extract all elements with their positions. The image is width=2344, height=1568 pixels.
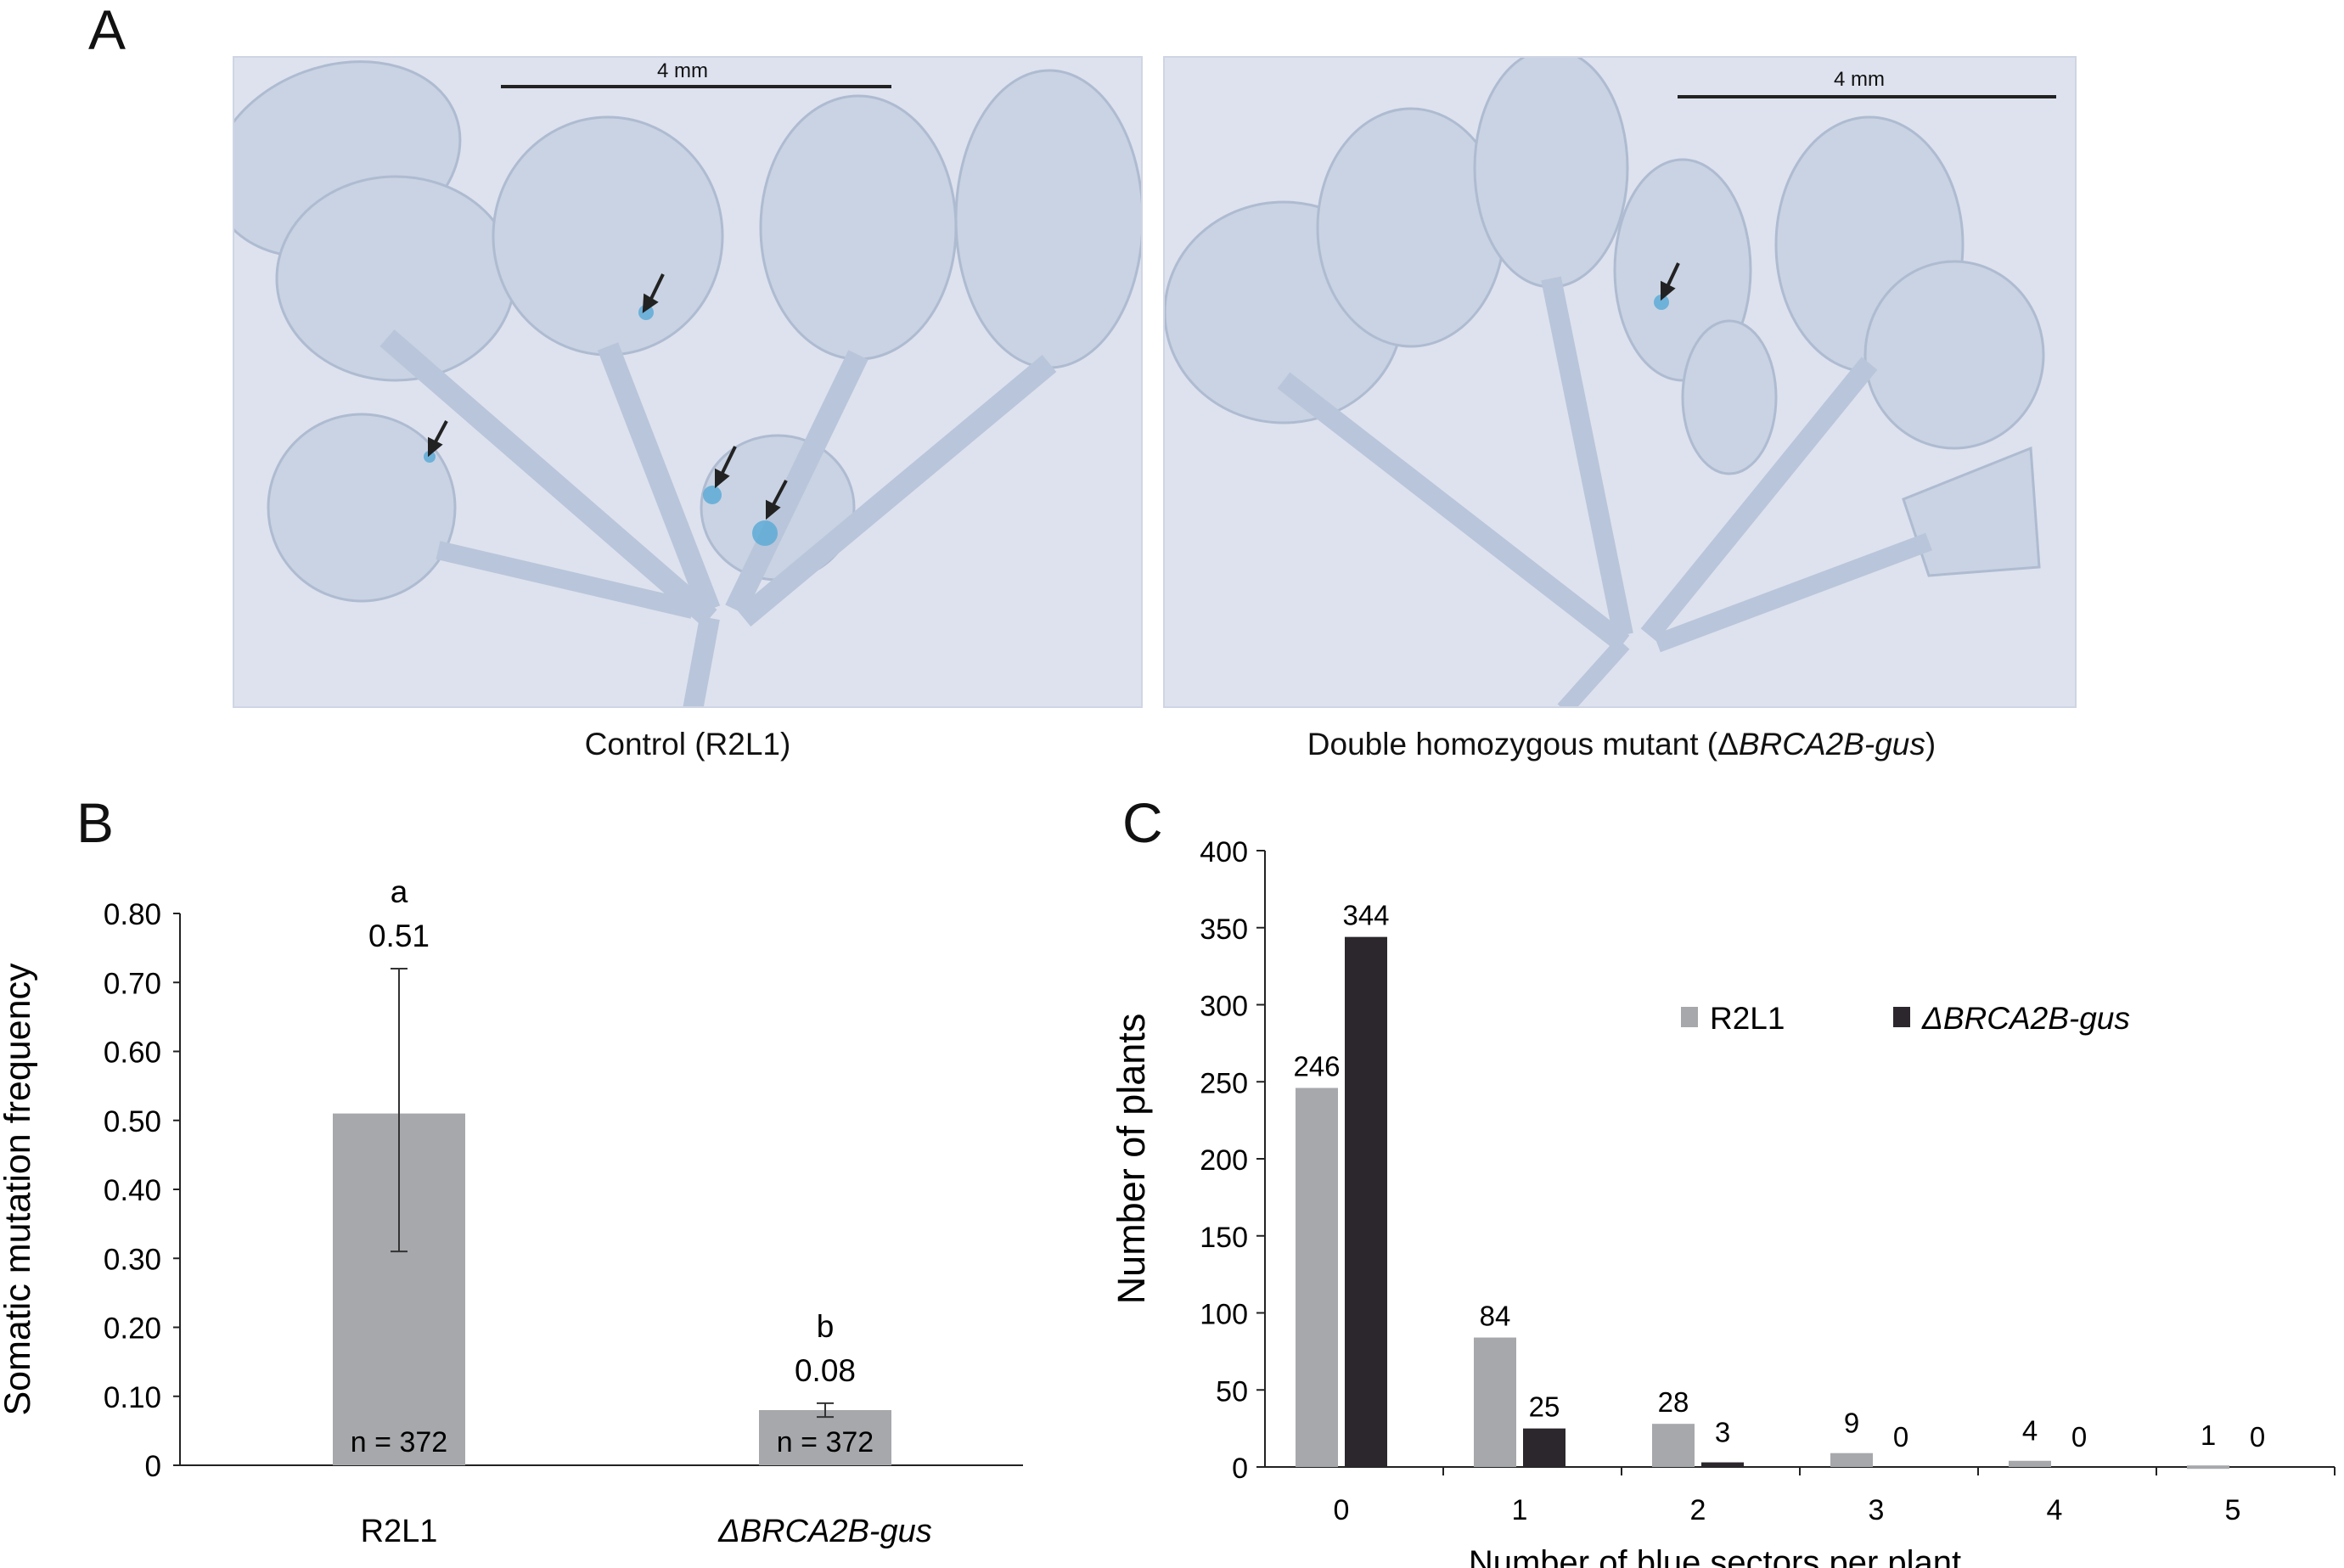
chart-b-n-label: n = 372 [777, 1426, 874, 1458]
panel-letter-b: B [76, 791, 115, 854]
chart-c-x-tick-label: 2 [1690, 1494, 1706, 1526]
chart-c-data-label: 84 [1480, 1301, 1511, 1332]
chart-c-data-label: 25 [1529, 1391, 1560, 1423]
mutant-seedling-image [1165, 58, 2045, 706]
chart-c-bar [1474, 1337, 1516, 1467]
chart-b-y-tick-label: 0 [145, 1450, 161, 1483]
scale-bar-control [501, 85, 891, 88]
chart-b-y-axis-label: Somatic mutation frequency [0, 963, 38, 1415]
chart-b-y-tick-label: 0.40 [104, 1174, 161, 1207]
chart-c-y-tick-label: 300 [1200, 991, 1248, 1023]
chart-b-data-label: 0.08 [795, 1353, 856, 1388]
chart-c-x-tick-label: 3 [1869, 1494, 1885, 1526]
chart-c-data-label: 0 [1893, 1421, 1908, 1453]
chart-b-y-tick-label: 0.80 [104, 898, 161, 931]
chart-c-y-tick-label: 350 [1200, 913, 1248, 946]
chart-b-n-label: n = 372 [351, 1426, 447, 1458]
chart-c-y-tick-label: 50 [1216, 1375, 1248, 1408]
caption-control: Control (R2L1) [584, 727, 791, 762]
chart-c-y-tick-label: 150 [1200, 1222, 1248, 1254]
caption-mutant-italic: BRCA2B-gus [1738, 727, 1925, 762]
caption-mutant-prefix: Double homozygous mutant (Δ [1307, 727, 1739, 762]
chart-c-y-tick-label: 400 [1200, 840, 1248, 868]
control-seedling-photo: 4 mm [233, 56, 1143, 708]
chart-b-y-tick-label: 0.50 [104, 1105, 161, 1138]
chart-b-significance-label: a [391, 874, 408, 909]
chart-c-x-axis-label: Number of blue sectors per plant [1469, 1544, 1961, 1568]
chart-b-y-tick-label: 0.10 [104, 1381, 161, 1414]
chart-b-y-tick-label: 0.70 [104, 967, 161, 1000]
scale-label-control: 4 mm [657, 59, 708, 82]
chart-c-data-label: 1 [2201, 1419, 2216, 1451]
chart-c-y-tick-label: 100 [1200, 1299, 1248, 1331]
chart-b-bar [759, 1410, 891, 1465]
chart-c-legend-label: R2L1 [1710, 1001, 1785, 1036]
chart-c-bar [1830, 1453, 1873, 1467]
chart-b-y-tick-label: 0.60 [104, 1037, 161, 1070]
chart-c-bar [1345, 936, 1387, 1467]
chart-c-x-tick-label: 1 [1512, 1494, 1528, 1526]
chart-c-x-tick-label: 0 [1334, 1494, 1350, 1526]
caption-mutant-suffix: ) [1925, 727, 1936, 762]
control-seedling-image [234, 60, 1141, 706]
panel-letter-a: A [88, 0, 126, 61]
chart-b-x-tick-label: ΔBRCA2B-gus [717, 1514, 931, 1549]
chart-c-bar [2187, 1465, 2229, 1470]
panel-letter-c: C [1122, 791, 1163, 854]
chart-c-data-label: 246 [1293, 1051, 1340, 1082]
chart-c-data-label: 4 [2022, 1415, 2038, 1447]
chart-b-significance-label: b [817, 1309, 835, 1344]
chart-c-data-label: 9 [1844, 1408, 1859, 1439]
scale-bar-mutant [1678, 95, 2056, 98]
chart-c-legend-swatch [1681, 1007, 1698, 1027]
chart-c-bar [1701, 1462, 1744, 1467]
chart-c-data-label: 344 [1342, 900, 1389, 931]
chart-c-data-label: 0 [2071, 1421, 2087, 1453]
chart-b-data-label: 0.51 [368, 919, 430, 953]
mutant-seedling-photo: 4 mm [1163, 56, 2077, 708]
chart-c-bar [1296, 1087, 1338, 1467]
scale-label-mutant: 4 mm [1834, 68, 1885, 91]
chart-c-data-label: 0 [2250, 1421, 2265, 1453]
chart-c-y-axis-label: Number of plants [1110, 1014, 1153, 1305]
chart-b: 0 0.10 0.20 0.30 0.40 0.50 0.60 0.70 0.80 Somatic… [0, 874, 1023, 1549]
chart-c-y-tick-label: 250 [1200, 1067, 1248, 1099]
chart-b-y-tick-label: 0.20 [104, 1312, 161, 1346]
chart-c-y-tick-label: 200 [1200, 1144, 1248, 1177]
chart-c-bar [1523, 1428, 1565, 1467]
chart-b-y-tick-label: 0.30 [104, 1243, 161, 1276]
chart-c-legend-label: ΔBRCA2B-gus [1921, 1001, 2130, 1036]
chart-c-data-label: 3 [1715, 1417, 1730, 1448]
chart-b-x-tick-label: R2L1 [361, 1514, 438, 1549]
chart-c-bar [1652, 1424, 1695, 1467]
chart-c-y-tick-label: 0 [1232, 1453, 1248, 1485]
chart-c-bar [2009, 1460, 2051, 1467]
chart-c-legend-swatch [1893, 1007, 1910, 1027]
caption-mutant: Double homozygous mutant (ΔBRCA2B-gus) [1206, 727, 2038, 762]
chart-c-x-tick-label: 4 [2047, 1494, 2063, 1526]
chart-c-data-label: 28 [1658, 1386, 1689, 1418]
chart-c-x-tick-label: 5 [2225, 1494, 2241, 1526]
